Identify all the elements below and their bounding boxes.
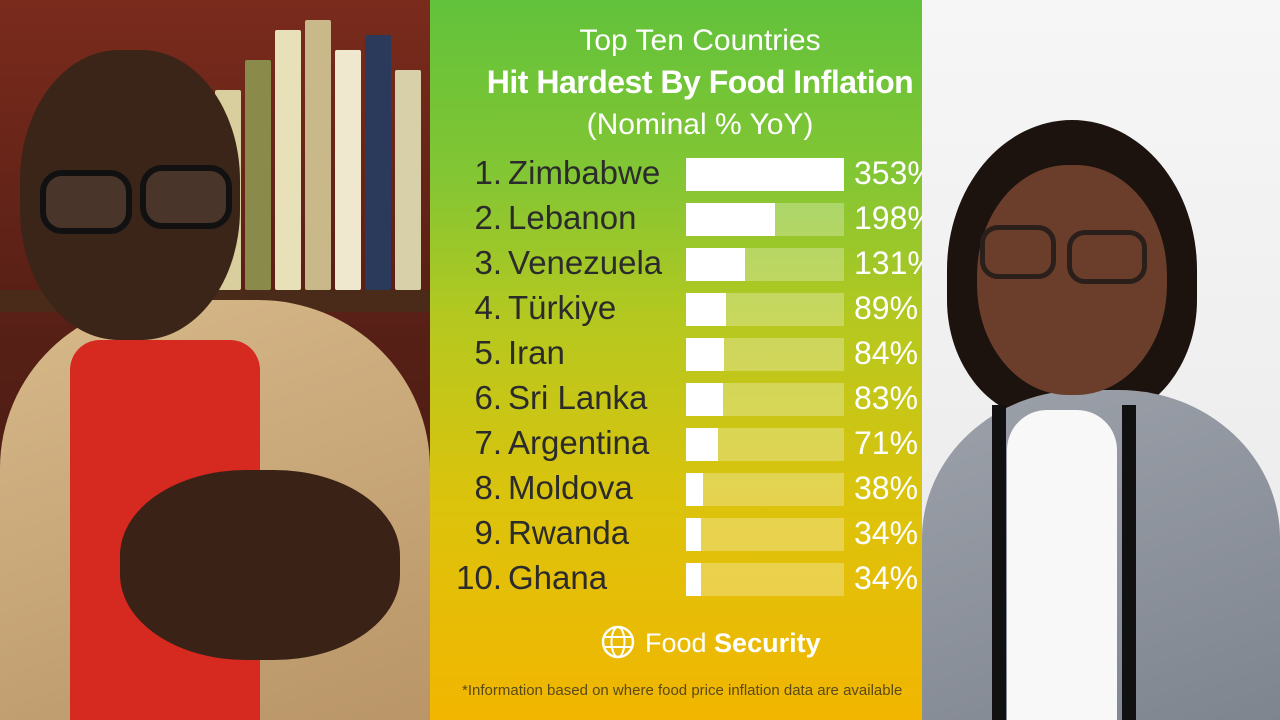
value-label: 71% bbox=[854, 425, 919, 461]
glasses-right-lens bbox=[1067, 230, 1147, 284]
country-label: Türkiye bbox=[508, 289, 617, 326]
bar bbox=[686, 203, 775, 236]
rank-label: 3. bbox=[474, 244, 502, 281]
rank-label: 6. bbox=[474, 379, 502, 416]
footnote: *Information based on where food price i… bbox=[462, 682, 903, 699]
country-label: Sri Lanka bbox=[508, 379, 648, 416]
rank-label: 10. bbox=[456, 559, 502, 596]
chart-subtitle: Hit Hardest By Food Inflation bbox=[486, 64, 914, 100]
brand-name-light: Food bbox=[645, 628, 715, 658]
rank-label: 2. bbox=[474, 199, 502, 236]
country-label: Moldova bbox=[508, 469, 633, 506]
bar-track bbox=[686, 563, 844, 596]
rank-label: 5. bbox=[474, 334, 502, 371]
bar bbox=[686, 248, 745, 281]
country-label: Iran bbox=[508, 334, 565, 371]
globe-icon bbox=[601, 625, 635, 659]
left-photo bbox=[0, 0, 430, 720]
cardigan-trim-left bbox=[992, 405, 1006, 720]
rank-label: 8. bbox=[474, 469, 502, 506]
brand-name-bold: Security bbox=[714, 628, 821, 658]
rank-label: 9. bbox=[474, 514, 502, 551]
infographic: Top Ten Countries Hit Hardest By Food In… bbox=[430, 0, 922, 720]
country-label: Zimbabwe bbox=[508, 154, 661, 191]
glasses-left-lens bbox=[980, 225, 1056, 279]
country-label: Venezuela bbox=[508, 244, 663, 281]
value-label: 34% bbox=[854, 560, 919, 596]
chart-title: Top Ten Countries bbox=[579, 24, 821, 57]
chart-subtitle-2: (Nominal % YoY) bbox=[586, 108, 814, 141]
hands bbox=[120, 470, 400, 660]
value-label: 198% bbox=[854, 200, 922, 236]
bar bbox=[686, 158, 844, 191]
value-label: 83% bbox=[854, 380, 919, 416]
bar bbox=[686, 293, 726, 326]
value-label: 131% bbox=[854, 245, 922, 281]
rank-label: 4. bbox=[474, 289, 502, 326]
rank-label: 7. bbox=[474, 424, 502, 461]
country-label: Lebanon bbox=[508, 199, 637, 236]
brand-name: Food Security bbox=[645, 628, 821, 659]
bar-track bbox=[686, 473, 844, 506]
white-blouse bbox=[1007, 410, 1117, 720]
bar bbox=[686, 518, 701, 551]
right-photo bbox=[922, 0, 1280, 720]
cardigan-trim-right bbox=[1122, 405, 1136, 720]
value-label: 34% bbox=[854, 515, 919, 551]
bar bbox=[686, 338, 724, 371]
glasses-left-lens bbox=[40, 170, 132, 234]
country-label: Argentina bbox=[508, 424, 650, 461]
value-label: 353% bbox=[854, 155, 922, 191]
bar bbox=[686, 473, 703, 506]
bar bbox=[686, 428, 718, 461]
books bbox=[0, 0, 430, 290]
rank-label: 1. bbox=[474, 154, 502, 191]
country-label: Ghana bbox=[508, 559, 608, 596]
country-label: Rwanda bbox=[508, 514, 630, 551]
glasses-right-lens bbox=[140, 165, 232, 229]
value-label: 89% bbox=[854, 290, 919, 326]
value-label: 38% bbox=[854, 470, 919, 506]
bar bbox=[686, 563, 701, 596]
value-label: 84% bbox=[854, 335, 919, 371]
bar-track bbox=[686, 518, 844, 551]
bar bbox=[686, 383, 723, 416]
